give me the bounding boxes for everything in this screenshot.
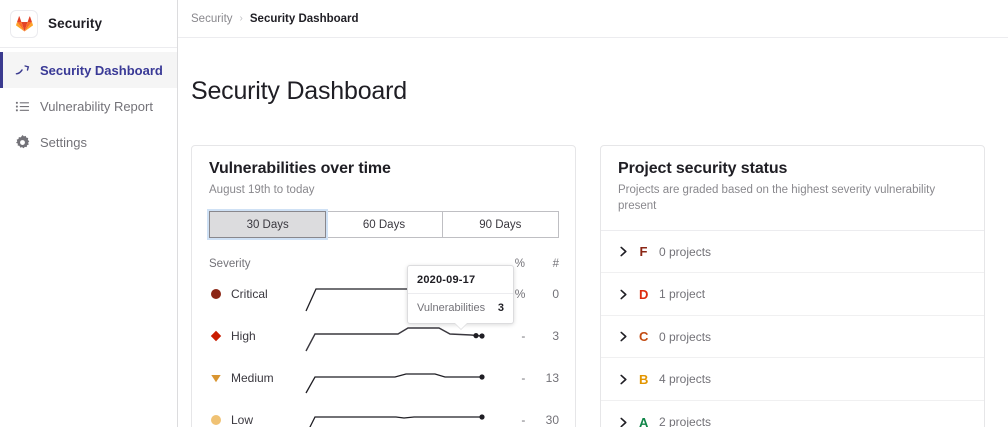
- sidebar-title: Security: [48, 16, 103, 31]
- project-security-status-card: Project security status Projects are gra…: [600, 144, 985, 427]
- tooltip-date: 2020-09-17: [408, 266, 513, 294]
- breadcrumb-separator-icon: ›: [239, 13, 243, 24]
- sidebar-header[interactable]: Security: [0, 0, 177, 48]
- grade-letter-a: A: [639, 414, 649, 427]
- grade-letter-c: C: [639, 329, 649, 345]
- grade-letter-f: F: [639, 244, 648, 260]
- sidebar-item-label: Vulnerability Report: [40, 98, 153, 114]
- grade-row-d[interactable]: D 1 project: [601, 273, 984, 316]
- chevron-right-icon: [618, 246, 628, 258]
- vot-card-title: Vulnerabilities over time: [209, 159, 391, 177]
- sparkline-low[interactable]: [304, 399, 490, 427]
- cards-row: Vulnerabilities over time August 19th to…: [178, 123, 1008, 427]
- breadcrumb: Security › Security Dashboard: [178, 0, 1008, 38]
- severity-row-medium: Medium - 13: [209, 357, 559, 399]
- sidebar-item-label: Settings: [40, 134, 87, 150]
- sidebar-nav: Security Dashboard Vulnerability Report: [0, 48, 177, 160]
- pss-card-header: Project security status Projects are gra…: [601, 146, 984, 231]
- column-header-percent: %: [514, 258, 525, 271]
- severity-label: Medium: [231, 371, 274, 386]
- tooltip-arrow-icon: [454, 322, 467, 329]
- grade-count-f: 0 projects: [659, 244, 712, 259]
- chevron-right-icon: [618, 373, 628, 385]
- vulnerabilities-over-time-card: Vulnerabilities over time August 19th to…: [191, 144, 576, 427]
- sparkline-high[interactable]: [304, 315, 490, 357]
- severity-count-low: 30: [545, 413, 559, 427]
- severity-name-medium: Medium: [209, 371, 304, 385]
- severity-high-icon: [209, 330, 222, 343]
- severity-percent-medium: -: [521, 371, 526, 386]
- grade-letter-b: B: [639, 371, 649, 387]
- main-content: Security › Security Dashboard Security D…: [178, 0, 1008, 427]
- severity-table-header: Severity % #: [209, 255, 559, 273]
- breadcrumb-parent[interactable]: Security: [191, 12, 233, 25]
- chevron-right-icon: [618, 331, 628, 343]
- sidebar-item-security-dashboard[interactable]: Security Dashboard: [0, 52, 177, 88]
- sparkline-medium[interactable]: [304, 357, 490, 399]
- grade-row-c[interactable]: C 0 projects: [601, 316, 984, 359]
- sidebar: Security Security Dashboard: [0, 0, 178, 427]
- grade-row-a[interactable]: A 2 projects: [601, 401, 984, 427]
- severity-name-critical: Critical: [209, 287, 304, 301]
- severity-medium-icon: [209, 372, 222, 385]
- sidebar-item-settings[interactable]: Settings: [0, 124, 177, 160]
- severity-name-high: High: [209, 329, 304, 343]
- chevron-right-icon: [618, 416, 628, 427]
- severity-count-high: 3: [552, 329, 559, 344]
- page-title: Security Dashboard: [191, 76, 407, 105]
- gear-icon: [14, 134, 30, 150]
- severity-count-medium: 13: [545, 371, 559, 386]
- severity-low-icon: [209, 414, 222, 427]
- severity-row-high: High - 3: [209, 315, 559, 357]
- severity-row-low: Low - 30: [209, 399, 559, 427]
- severity-table: Severity % # Critical: [209, 255, 559, 427]
- severity-percent-low: -: [521, 413, 526, 427]
- tooltip-metric-value: 3: [497, 301, 504, 314]
- range-button-30-days[interactable]: 30 Days: [209, 211, 327, 239]
- grade-count-b: 4 projects: [659, 372, 712, 387]
- vot-card-header: Vulnerabilities over time August 19th to…: [192, 146, 575, 199]
- range-button-90-days[interactable]: 90 Days: [442, 211, 559, 239]
- tooltip-metric-label: Vulnerabilities: [417, 301, 486, 314]
- grade-count-d: 1 project: [659, 287, 706, 302]
- pss-card-subtitle: Projects are graded based on the highest…: [618, 183, 936, 213]
- column-header-count: #: [552, 258, 559, 271]
- severity-name-low: Low: [209, 413, 304, 427]
- tooltip-body: Vulnerabilities 3: [408, 294, 513, 323]
- sidebar-item-vulnerability-report[interactable]: Vulnerability Report: [0, 88, 177, 124]
- chart-trend-icon: [14, 62, 30, 78]
- sidebar-item-label: Security Dashboard: [40, 62, 163, 78]
- grade-count-a: 2 projects: [659, 415, 712, 427]
- severity-critical-icon: [209, 288, 222, 301]
- gitlab-fox-logo-icon: [10, 9, 38, 38]
- severity-percent-critical: %: [514, 287, 526, 302]
- date-range-segmented-control: 30 Days 60 Days 90 Days: [209, 211, 559, 239]
- grade-row-f[interactable]: F 0 projects: [601, 231, 984, 274]
- breadcrumb-current[interactable]: Security Dashboard: [249, 12, 359, 25]
- severity-percent-high: -: [521, 329, 526, 344]
- vot-card-subtitle: August 19th to today: [209, 183, 315, 196]
- list-bullet-icon: [14, 98, 30, 114]
- column-header-severity: Severity: [209, 258, 251, 271]
- chart-tooltip: 2020-09-17 Vulnerabilities 3: [407, 264, 514, 329]
- range-button-60-days[interactable]: 60 Days: [326, 211, 443, 239]
- grade-letter-d: D: [639, 286, 649, 302]
- grade-row-b[interactable]: B 4 projects: [601, 358, 984, 401]
- pss-card-title: Project security status: [618, 159, 788, 177]
- grade-count-c: 0 projects: [659, 329, 712, 344]
- severity-label: Critical: [231, 287, 268, 302]
- severity-label: Low: [231, 413, 254, 427]
- chevron-right-icon: [618, 288, 628, 300]
- severity-count-critical: 0: [552, 287, 559, 302]
- severity-label: High: [231, 329, 256, 344]
